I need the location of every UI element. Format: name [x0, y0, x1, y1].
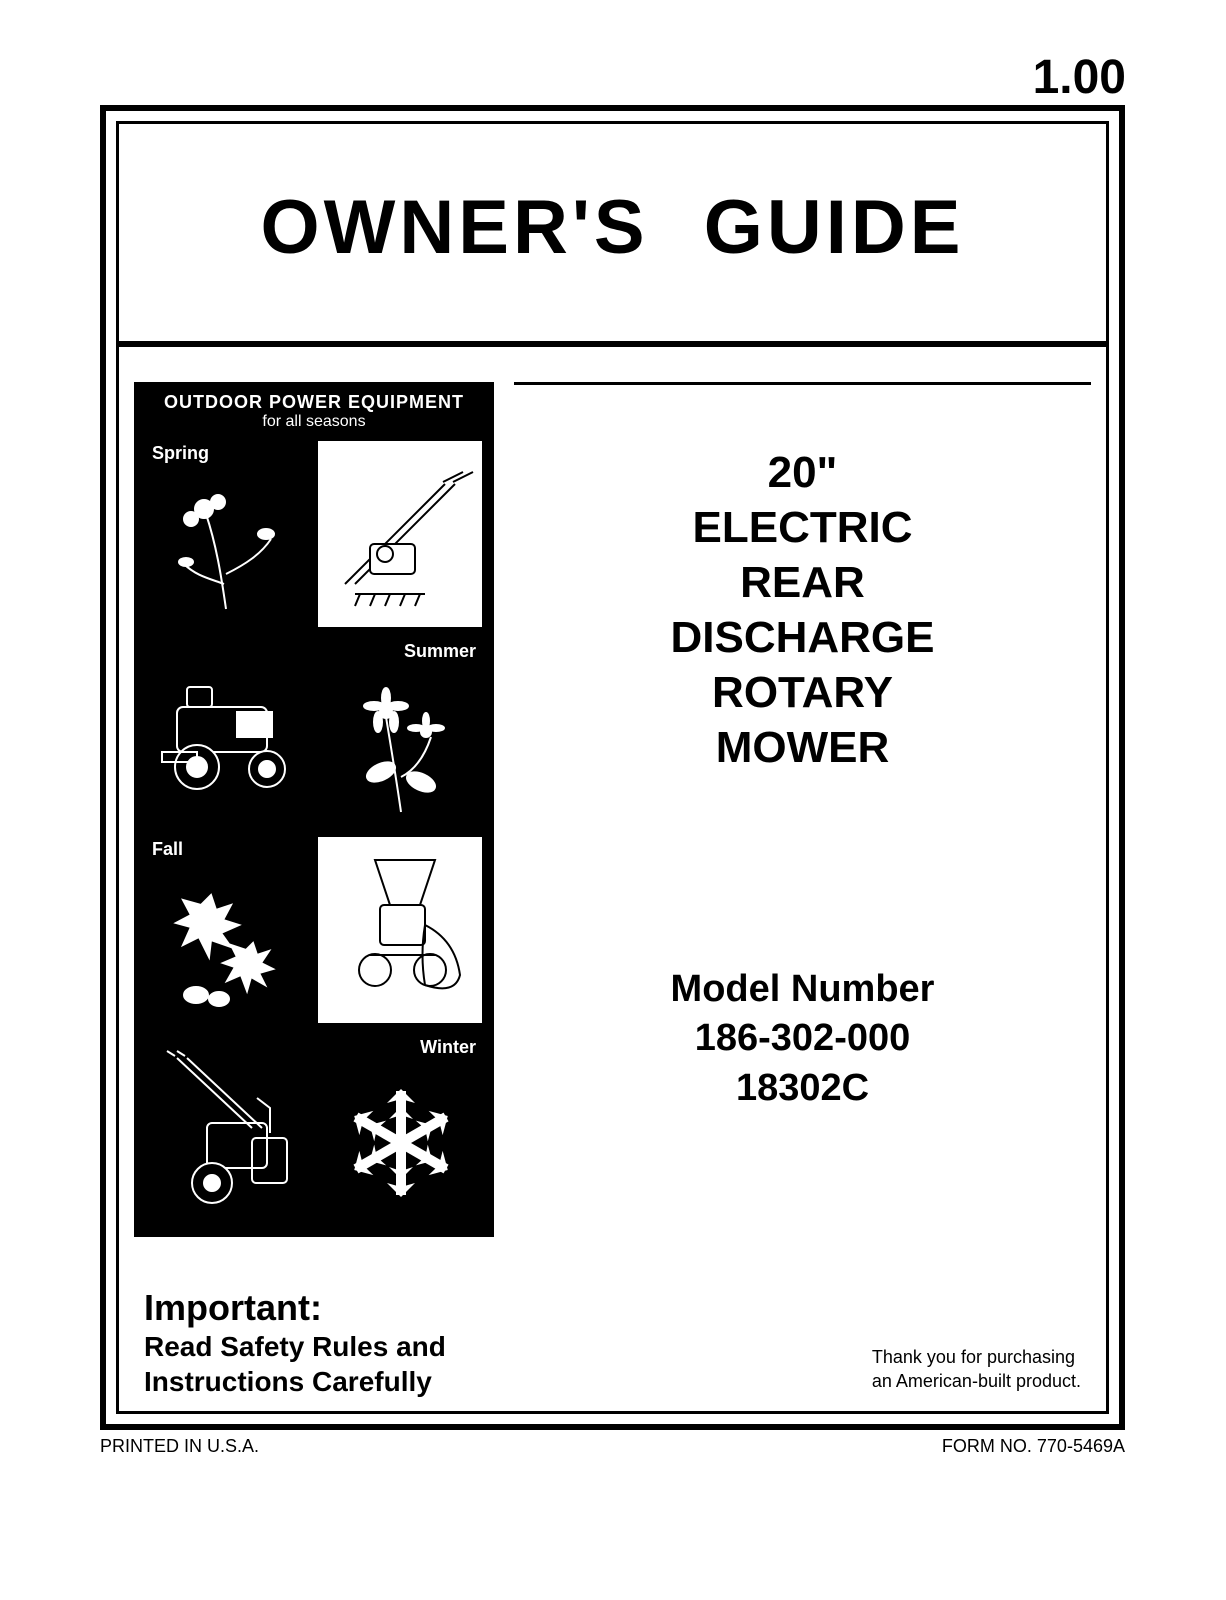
thanks-line: Thank you for purchasing	[872, 1346, 1081, 1369]
title-box: OWNER'S GUIDE	[119, 124, 1106, 347]
season-row-winter: Winter	[144, 1033, 484, 1223]
season-cell-spring-left: Spring	[144, 439, 308, 629]
product-title-line: ELECTRIC	[534, 500, 1071, 555]
seasons-subheader: for all seasons	[144, 413, 484, 431]
flowers-icon	[318, 666, 484, 827]
thanks-line: an American-built product.	[872, 1370, 1081, 1393]
thanks-block: Thank you for purchasing an American-bui…	[872, 1346, 1081, 1399]
page-inner-frame: OWNER'S GUIDE OUTDOOR POWER EQUIPMENT fo…	[116, 121, 1109, 1414]
seasons-header: OUTDOOR POWER EQUIPMENT	[144, 392, 484, 413]
season-row-summer: Summer	[144, 637, 484, 827]
important-line: Read Safety Rules and	[144, 1329, 446, 1364]
season-cell-summer-left	[144, 637, 310, 827]
season-row-spring: Spring	[144, 439, 484, 629]
season-cell-summer-right: Summer	[318, 637, 484, 827]
snowblower-icon	[144, 1033, 310, 1223]
footer-right: FORM NO. 770-5469A	[942, 1436, 1125, 1457]
bottom-row: Important: Read Safety Rules and Instruc…	[119, 1267, 1106, 1409]
season-cell-winter-right: Winter	[318, 1033, 484, 1223]
tiller-icon	[318, 441, 482, 627]
important-heading: Important:	[144, 1287, 446, 1329]
season-row-fall: Fall	[144, 835, 484, 1025]
season-cell-spring-right	[316, 439, 484, 629]
flower-icon	[144, 468, 308, 629]
season-label-fall: Fall	[144, 835, 308, 864]
main-title: OWNER'S GUIDE	[139, 184, 1086, 271]
important-lines: Read Safety Rules and Instructions Caref…	[144, 1329, 446, 1399]
model-number: 186-302-000	[534, 1014, 1071, 1063]
model-number: 18302C	[534, 1064, 1071, 1113]
riding-mower-icon	[144, 637, 310, 827]
product-title-line: 20"	[534, 445, 1071, 500]
product-title-line: REAR	[534, 555, 1071, 610]
model-label: Model Number	[534, 965, 1071, 1014]
important-line: Instructions Carefully	[144, 1364, 446, 1399]
price-label: 1.00	[1033, 50, 1126, 105]
season-label-winter: Winter	[318, 1033, 484, 1062]
season-label-spring: Spring	[144, 439, 308, 468]
product-panel: 20" ELECTRIC REAR DISCHARGE ROTARY MOWER…	[514, 382, 1091, 1237]
season-cell-fall-left: Fall	[144, 835, 308, 1025]
important-block: Important: Read Safety Rules and Instruc…	[144, 1287, 446, 1399]
product-title-line: MOWER	[534, 720, 1071, 775]
page-outer-frame: OWNER'S GUIDE OUTDOOR POWER EQUIPMENT fo…	[100, 105, 1125, 1430]
seasons-panel: OUTDOOR POWER EQUIPMENT for all seasons …	[134, 382, 494, 1237]
season-cell-winter-left	[144, 1033, 310, 1223]
snowflake-icon	[318, 1062, 484, 1223]
product-title-line: DISCHARGE	[534, 610, 1071, 665]
chipper-icon	[318, 837, 482, 1023]
footer-row: PRINTED IN U.S.A. FORM NO. 770-5469A	[100, 1436, 1125, 1457]
product-title: 20" ELECTRIC REAR DISCHARGE ROTARY MOWER	[534, 445, 1071, 775]
model-block: Model Number 186-302-000 18302C	[534, 965, 1071, 1113]
product-title-line: ROTARY	[534, 665, 1071, 720]
season-cell-fall-right	[316, 835, 484, 1025]
leaves-icon	[144, 864, 308, 1025]
season-label-summer: Summer	[318, 637, 484, 666]
footer-left: PRINTED IN U.S.A.	[100, 1436, 259, 1457]
content-row: OUTDOOR POWER EQUIPMENT for all seasons …	[119, 382, 1106, 1237]
